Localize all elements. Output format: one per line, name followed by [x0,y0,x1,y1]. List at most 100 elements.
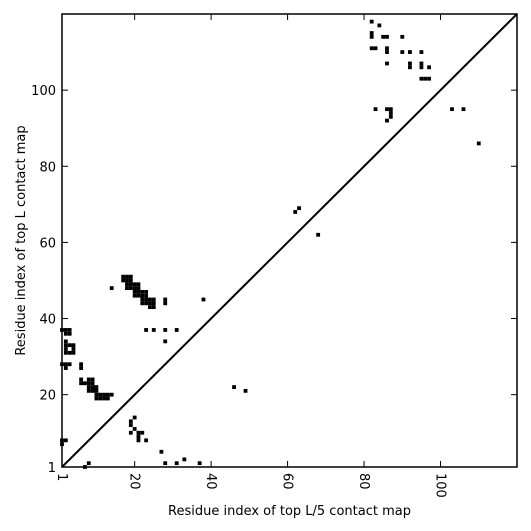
lower-contact-point [159,449,164,454]
lower-contact-point [105,392,110,397]
lower-contact-point [90,381,95,386]
upper-contact-point [419,61,424,66]
lower-contact-point [67,350,72,355]
upper-contact-point [128,278,133,283]
upper-contact-point [151,328,156,332]
y-tick-label: 80 [39,160,56,175]
upper-contact-point [136,293,141,298]
x-tick-label: 20 [127,473,142,490]
diagonal-line [61,13,518,468]
upper-contact-point [174,328,179,332]
lower-contact-point [163,461,168,466]
upper-contact-point [373,46,378,51]
lower-contact-point [232,385,236,389]
lower-contact-point [67,343,72,348]
lower-contact-point [63,328,68,332]
lower-contact-point [197,461,202,466]
lower-contact-point [67,328,72,332]
upper-contact-point [419,76,424,81]
upper-contact-point [140,289,145,294]
upper-contact-point [151,305,156,310]
y-axis-label: Residue index of top L contact map [14,125,29,355]
upper-contact-point [423,76,428,81]
upper-contact-point [132,286,137,290]
lower-contact-point [109,392,114,397]
y-tick-label: 40 [39,313,56,328]
upper-contact-point [140,297,145,302]
lower-contact-point [90,388,95,393]
lower-contact-point [128,419,133,424]
lower-contact-point [71,347,76,351]
lower-contact-point [102,392,106,397]
x-axis-label: Residue index of top L/5 contact map [168,504,411,519]
y-tick-label: 20 [39,389,56,404]
lower-contact-point [79,377,84,382]
lower-contact-point [90,377,95,382]
upper-contact-point [400,34,405,39]
upper-contact-point [148,305,152,310]
lower-contact-point [132,427,137,431]
upper-contact-point [388,107,393,112]
upper-contact-point [128,282,133,287]
lower-contact-point [67,331,72,336]
lower-contact-point [136,438,141,443]
upper-contact-point [121,274,126,279]
upper-contact-point [144,301,149,306]
lower-contact-point [79,362,84,367]
lower-contact-point [63,438,68,443]
lower-contact-point [136,434,141,439]
upper-contact-point [121,278,126,283]
upper-contact-point [385,107,389,112]
upper-contact-point [128,274,133,279]
x-tick-label: 80 [356,473,371,490]
upper-contact-point [144,328,149,332]
upper-contact-point [369,19,374,24]
upper-contact-point [408,61,412,66]
upper-contact-point [419,50,424,54]
lower-contact-point [132,415,137,420]
x-tick-label: 60 [280,473,295,490]
upper-contact-point [140,301,145,306]
lower-contact-point [128,430,133,435]
upper-contact-point [125,286,129,290]
upper-contact-point [128,286,133,290]
lower-contact-point [86,385,91,389]
upper-contact-point [385,50,389,54]
upper-contact-point [125,282,129,287]
lower-contact-point [86,381,91,386]
upper-contact-point [461,107,466,112]
upper-contact-point [427,65,431,70]
lower-contact-point [98,392,103,397]
upper-contact-point [132,293,137,298]
lower-contact-point [90,385,95,389]
upper-contact-point [201,297,206,302]
lower-contact-point [94,385,99,389]
upper-contact-point [132,289,137,294]
upper-contact-point [377,23,382,28]
y-tick-label: 60 [39,236,56,251]
upper-contact-point [476,141,481,146]
lower-contact-point [63,331,68,336]
lower-contact-point [182,457,187,462]
upper-contact-point [388,114,393,119]
upper-contact-point [151,297,156,302]
lower-contact-point [144,438,149,443]
lower-contact-point [63,347,68,351]
lower-contact-point [63,350,68,355]
upper-contact-point [136,286,141,290]
lower-contact-point [86,461,91,466]
lower-contact-point [83,381,87,386]
upper-contact-point [408,65,412,70]
lower-contact-point [128,423,133,428]
x-tick-label: 40 [203,473,218,490]
lower-contact-point [243,388,248,393]
lower-contact-point [63,343,68,348]
upper-contact-point [385,61,389,66]
upper-contact-point [144,293,149,298]
upper-contact-point [132,282,137,287]
lower-contact-point [71,350,76,355]
upper-contact-point [136,289,141,294]
upper-contact-point [419,65,424,70]
contact-points [60,19,481,469]
